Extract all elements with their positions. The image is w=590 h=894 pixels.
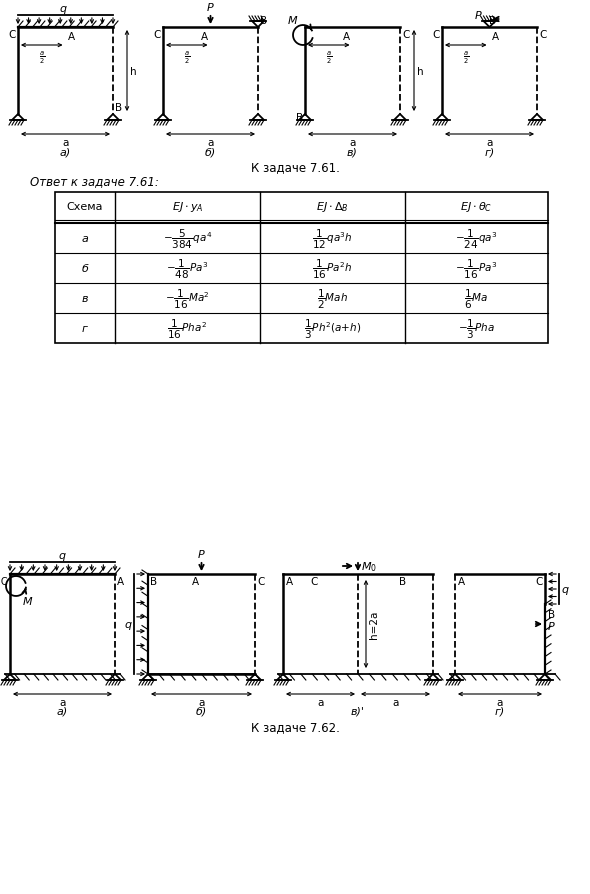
Text: $M_0$: $M_0$: [361, 560, 377, 573]
Text: B: B: [296, 113, 303, 122]
Bar: [55, 193, 548, 343]
Text: h: h: [417, 66, 424, 76]
Text: q: q: [561, 585, 568, 595]
Text: C: C: [9, 30, 16, 40]
Text: а: а: [81, 233, 88, 244]
Text: г): г): [495, 706, 505, 716]
Text: A: A: [117, 577, 124, 586]
Text: B: B: [150, 577, 157, 586]
Text: q: q: [60, 4, 67, 14]
Text: a: a: [497, 697, 503, 707]
Text: б: б: [81, 264, 88, 274]
Text: a: a: [198, 697, 205, 707]
Text: B: B: [548, 610, 555, 620]
Text: $\frac{a}{2}$: $\frac{a}{2}$: [463, 49, 469, 66]
Text: б): б): [196, 706, 207, 716]
Text: $-\dfrac{1}{48}Pa^3$: $-\dfrac{1}{48}Pa^3$: [166, 257, 209, 281]
Text: C: C: [402, 30, 409, 40]
Text: б): б): [205, 147, 216, 156]
Text: $EJ \cdot y_A$: $EJ \cdot y_A$: [172, 199, 204, 214]
Text: C: C: [153, 30, 161, 40]
Text: C: C: [539, 30, 546, 40]
Text: M: M: [288, 16, 298, 26]
Text: $EJ \cdot \Delta_B$: $EJ \cdot \Delta_B$: [316, 199, 349, 214]
Text: $-\dfrac{1}{24}qa^3$: $-\dfrac{1}{24}qa^3$: [455, 227, 498, 250]
Text: $\dfrac{1}{12}qa^3h$: $\dfrac{1}{12}qa^3h$: [312, 227, 353, 250]
Text: C: C: [257, 577, 264, 586]
Text: $\frac{a}{2}$: $\frac{a}{2}$: [326, 49, 332, 66]
Text: a: a: [317, 697, 324, 707]
Text: a: a: [60, 697, 65, 707]
Text: q: q: [125, 620, 132, 629]
Text: A: A: [286, 577, 293, 586]
Text: $\frac{a}{2}$: $\frac{a}{2}$: [183, 49, 190, 66]
Text: $-\dfrac{5}{384}qa^4$: $-\dfrac{5}{384}qa^4$: [163, 227, 212, 250]
Text: в: в: [82, 293, 88, 304]
Text: $EJ \cdot \theta_C$: $EJ \cdot \theta_C$: [460, 199, 493, 214]
Text: M: M: [23, 596, 33, 606]
Text: $\dfrac{1}{16}Pha^2$: $\dfrac{1}{16}Pha^2$: [168, 317, 208, 341]
Text: г: г: [82, 324, 88, 333]
Text: a: a: [486, 138, 493, 148]
Text: P: P: [475, 11, 481, 21]
Text: B: B: [489, 16, 496, 26]
Text: q: q: [59, 551, 66, 561]
Text: $\frac{a}{2}$: $\frac{a}{2}$: [38, 49, 45, 66]
Text: C: C: [536, 577, 543, 586]
Text: P: P: [198, 550, 205, 560]
Text: a: a: [392, 697, 399, 707]
Text: $\dfrac{1}{3}Ph^2(a{+}h)$: $\dfrac{1}{3}Ph^2(a{+}h)$: [304, 317, 361, 341]
Text: К задаче 7.61.: К задаче 7.61.: [251, 161, 339, 173]
Text: a: a: [63, 138, 68, 148]
Text: Схема: Схема: [67, 202, 103, 212]
Text: в): в): [347, 147, 358, 156]
Text: P: P: [207, 3, 214, 13]
Text: B,C: B,C: [0, 577, 8, 586]
Text: C: C: [310, 577, 317, 586]
Text: A: A: [458, 577, 465, 586]
Text: $-\dfrac{1}{16}Ma^2$: $-\dfrac{1}{16}Ma^2$: [165, 287, 210, 310]
Text: h: h: [130, 66, 137, 76]
Text: B: B: [115, 103, 122, 113]
Text: $\dfrac{1}{6}Ma$: $\dfrac{1}{6}Ma$: [464, 287, 489, 310]
Text: A: A: [343, 32, 350, 42]
Text: P: P: [548, 621, 555, 631]
Text: а): а): [60, 147, 71, 156]
Text: г): г): [484, 147, 494, 156]
Text: $\dfrac{1}{2}Mah$: $\dfrac{1}{2}Mah$: [317, 287, 348, 310]
Text: B: B: [398, 577, 406, 586]
Text: A: A: [491, 32, 499, 42]
Text: $-\dfrac{1}{16}Pa^3$: $-\dfrac{1}{16}Pa^3$: [455, 257, 498, 281]
Text: a: a: [207, 138, 214, 148]
Text: A: A: [67, 32, 74, 42]
Text: в)': в)': [351, 706, 365, 716]
Text: A: A: [201, 32, 208, 42]
Text: а): а): [57, 706, 68, 716]
Text: $-\dfrac{1}{3}Pha$: $-\dfrac{1}{3}Pha$: [458, 317, 495, 341]
Text: a: a: [349, 138, 356, 148]
Text: Ответ к задаче 7.61:: Ответ к задаче 7.61:: [30, 175, 159, 188]
Text: C: C: [432, 30, 440, 40]
Text: h=2a: h=2a: [369, 610, 379, 638]
Text: К задаче 7.62.: К задаче 7.62.: [251, 721, 339, 733]
Text: $\dfrac{1}{16}Pa^2h$: $\dfrac{1}{16}Pa^2h$: [312, 257, 353, 281]
Text: B: B: [260, 16, 267, 26]
Text: A: A: [192, 577, 199, 586]
